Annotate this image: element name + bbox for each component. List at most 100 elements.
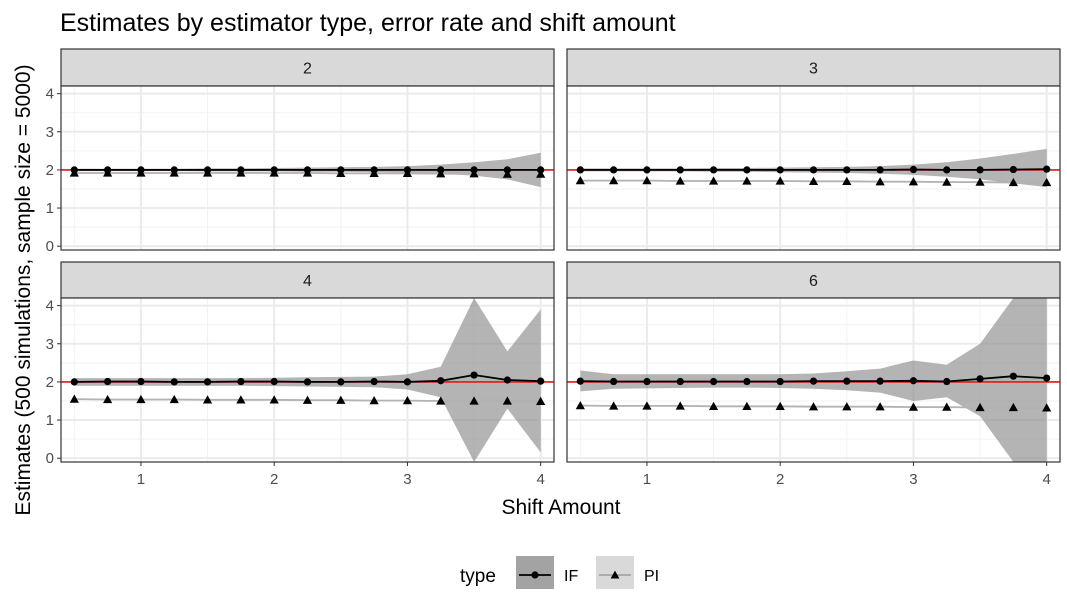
y-tick-label: 1 (46, 200, 54, 217)
point-if (403, 378, 412, 386)
y-tick-label: 4 (46, 298, 54, 315)
point-if (137, 377, 145, 386)
point-if (1043, 165, 1051, 173)
point-if (537, 377, 545, 385)
y-tick-label: 2 (46, 374, 54, 391)
facet-panel-3: 3 (566, 48, 1061, 251)
x-tick-label: 4 (1043, 471, 1051, 488)
point-if (976, 375, 984, 383)
point-pi (169, 394, 179, 404)
facet-strip (60, 261, 555, 299)
legend-key-marker (531, 571, 539, 579)
point-pi (609, 401, 619, 410)
point-pi (575, 400, 585, 410)
x-tick-label: 2 (776, 471, 784, 488)
point-pi (502, 396, 512, 405)
point-pi (236, 395, 246, 404)
point-if (809, 166, 818, 174)
panel-border (566, 85, 1061, 251)
point-pi (942, 402, 952, 411)
x-tick-label: 4 (537, 471, 545, 488)
point-pi (908, 177, 919, 186)
point-pi (675, 176, 685, 185)
point-pi (1042, 403, 1052, 412)
y-tick-label: 0 (46, 238, 54, 255)
point-if (437, 166, 445, 174)
point-if (270, 166, 278, 174)
point-pi (975, 177, 985, 186)
point-if (70, 166, 78, 174)
y-tick-label: 3 (46, 124, 54, 141)
point-if (843, 377, 851, 385)
plot-data (567, 298, 1060, 462)
point-if (470, 371, 478, 379)
point-if (104, 166, 112, 174)
point-pi (708, 176, 719, 185)
legend-key-marker (610, 570, 620, 579)
point-if (643, 377, 651, 386)
x-tick-label: 2 (270, 471, 278, 488)
facet-panel-2: 2 0 1 2 3 4 (46, 48, 555, 255)
facet-strip-label: 2 (303, 61, 312, 78)
point-pi (269, 395, 279, 404)
point-pi (536, 396, 546, 406)
point-if (976, 166, 984, 174)
point-if (170, 378, 178, 386)
point-if (809, 377, 818, 385)
chart-title: Estimates by estimator type, error rate … (60, 9, 676, 37)
point-if (437, 377, 445, 385)
y-tick-label: 1 (46, 412, 54, 429)
point-if (709, 166, 718, 174)
plot-data (567, 148, 1060, 188)
point-if (643, 166, 651, 174)
point-if (203, 166, 212, 174)
point-pi (202, 395, 213, 404)
panel-border (60, 85, 555, 251)
y-tick-label: 2 (46, 162, 54, 179)
point-if (470, 166, 478, 174)
point-if (576, 377, 584, 385)
point-pi (875, 177, 885, 186)
point-if (503, 376, 511, 384)
point-if (676, 166, 684, 174)
facet-panel-4: 4 0 1 2 3 4 1 2 3 4 (46, 261, 555, 488)
point-if (303, 166, 312, 174)
legend-item-if: IF (516, 556, 578, 594)
point-if (676, 377, 684, 386)
panel-border (566, 297, 1061, 463)
point-if (170, 166, 178, 174)
point-pi (742, 401, 752, 410)
point-if (537, 166, 545, 174)
facet-strip (60, 48, 555, 87)
y-axis-label: Estimates (500 simulations, sample size … (12, 64, 35, 515)
y-tick-label: 4 (46, 86, 54, 103)
point-pi (775, 401, 785, 410)
point-pi (69, 394, 79, 403)
point-if (610, 166, 618, 174)
y-tick-label: 3 (46, 336, 54, 353)
panel-border (60, 297, 555, 463)
point-pi (942, 177, 952, 186)
legend-label: PI (644, 568, 659, 585)
point-if (370, 166, 378, 174)
legend-item-pi: PI (596, 556, 659, 594)
point-if (137, 166, 145, 174)
facet-panels: 2 0 1 2 3 4 3 4 0 1 2 3 4 1 2 3 4 6 1 2 3 4 (46, 48, 1061, 488)
point-pi (336, 395, 346, 404)
point-pi (775, 176, 785, 185)
point-pi (103, 394, 113, 404)
plot-data (61, 152, 554, 188)
point-pi (842, 402, 852, 411)
point-if (843, 166, 851, 174)
legend: type IF PI (460, 556, 659, 594)
point-if (1009, 372, 1017, 380)
facet-strip-label: 3 (809, 61, 818, 78)
point-pi (875, 402, 885, 411)
facet-panel-6: 6 1 2 3 4 (566, 261, 1061, 488)
y-tick-label: 0 (46, 450, 54, 467)
point-pi (502, 169, 512, 178)
facet-strip-label: 6 (809, 273, 818, 290)
point-if (743, 166, 751, 174)
